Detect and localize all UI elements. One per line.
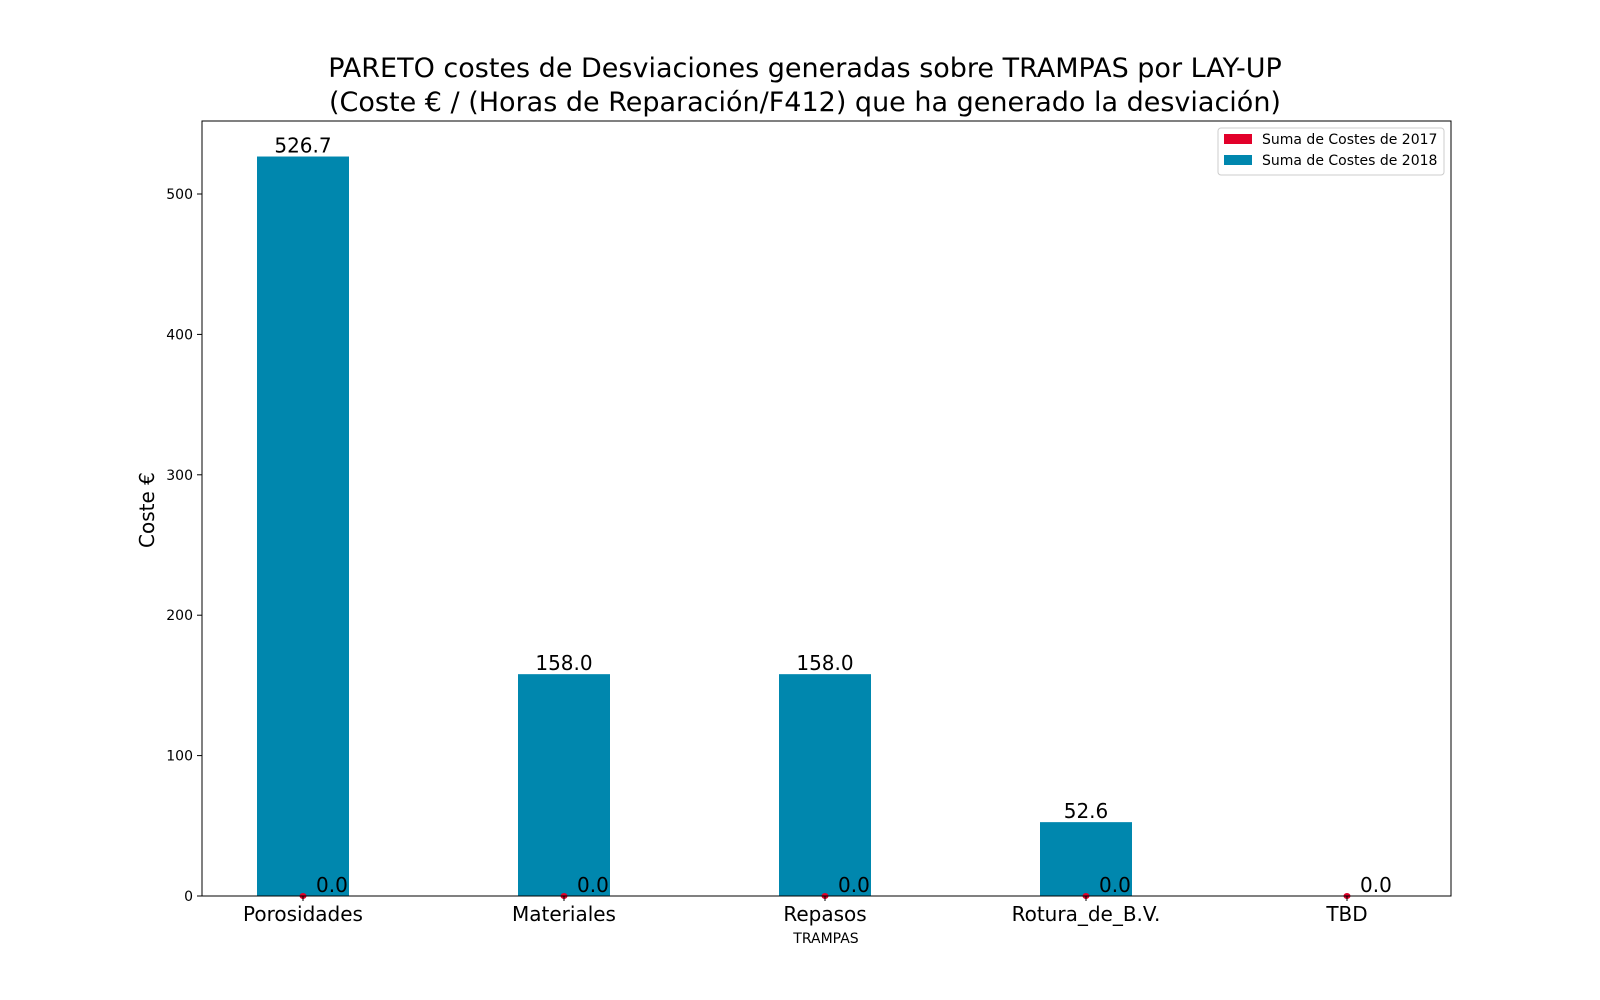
x-tick-label-1: Materiales: [512, 902, 616, 926]
x-tick-label-3: Rotura_de_B.V.: [1012, 902, 1161, 926]
data-label-2017-3: 0.0: [1099, 873, 1131, 897]
y-tick-label-1: 100: [166, 749, 193, 765]
data-labels: 526.7 0.0 158.0 0.0 158.0 0.0 52.6 0.0 0.0: [274, 134, 1391, 897]
y-axis-label: Coste €: [135, 472, 159, 548]
y-tick-label-5: 500: [166, 187, 193, 203]
legend-label-2017: Suma de Costes de 2017: [1262, 132, 1437, 148]
bar-2018-3: [1040, 822, 1132, 896]
data-label-2018-0: 526.7: [274, 134, 331, 158]
data-label-2018-3: 52.6: [1064, 799, 1109, 823]
y-tick-label-4: 400: [166, 327, 193, 343]
legend-label-2018: Suma de Costes de 2018: [1262, 153, 1437, 169]
x-tick-label-2: Repasos: [783, 902, 866, 926]
data-label-2017-1: 0.0: [577, 873, 609, 897]
data-label-2017-2: 0.0: [838, 873, 870, 897]
data-label-2017-4: 0.0: [1360, 873, 1392, 897]
y-axis: 0 100 200 300 400 500: [166, 187, 202, 905]
x-tick-label-4: TBD: [1325, 902, 1367, 926]
legend-swatch-2018: [1224, 155, 1252, 165]
data-label-2018-2: 158.0: [796, 651, 853, 675]
data-label-2017-0: 0.0: [316, 873, 348, 897]
x-axis: Porosidades Materiales Repasos Rotura_de_B.…: [243, 896, 1368, 926]
data-label-2018-1: 158.0: [535, 651, 592, 675]
chart-title: PARETO costes de Desviaciones generadas …: [328, 53, 1282, 84]
y-tick-label-0: 0: [184, 889, 193, 905]
x-axis-label: TRAMPAS: [792, 931, 858, 947]
plot-area: [201, 120, 1452, 897]
legend-frame: [1217, 127, 1445, 176]
y-tick-label-3: 300: [166, 468, 193, 484]
bar-2018-2: [779, 674, 871, 896]
legend: Suma de Costes de 2017 Suma de Costes de…: [1217, 127, 1445, 176]
bars-series-2018: [257, 156, 1132, 897]
bar-2018-1: [518, 674, 610, 896]
chart-subtitle: (Coste € / (Horas de Reparación/F412) qu…: [329, 87, 1281, 118]
y-tick-label-2: 200: [166, 608, 193, 624]
x-tick-label-0: Porosidades: [243, 902, 363, 926]
bar-2018-0: [257, 156, 349, 897]
legend-swatch-2017: [1224, 134, 1252, 144]
